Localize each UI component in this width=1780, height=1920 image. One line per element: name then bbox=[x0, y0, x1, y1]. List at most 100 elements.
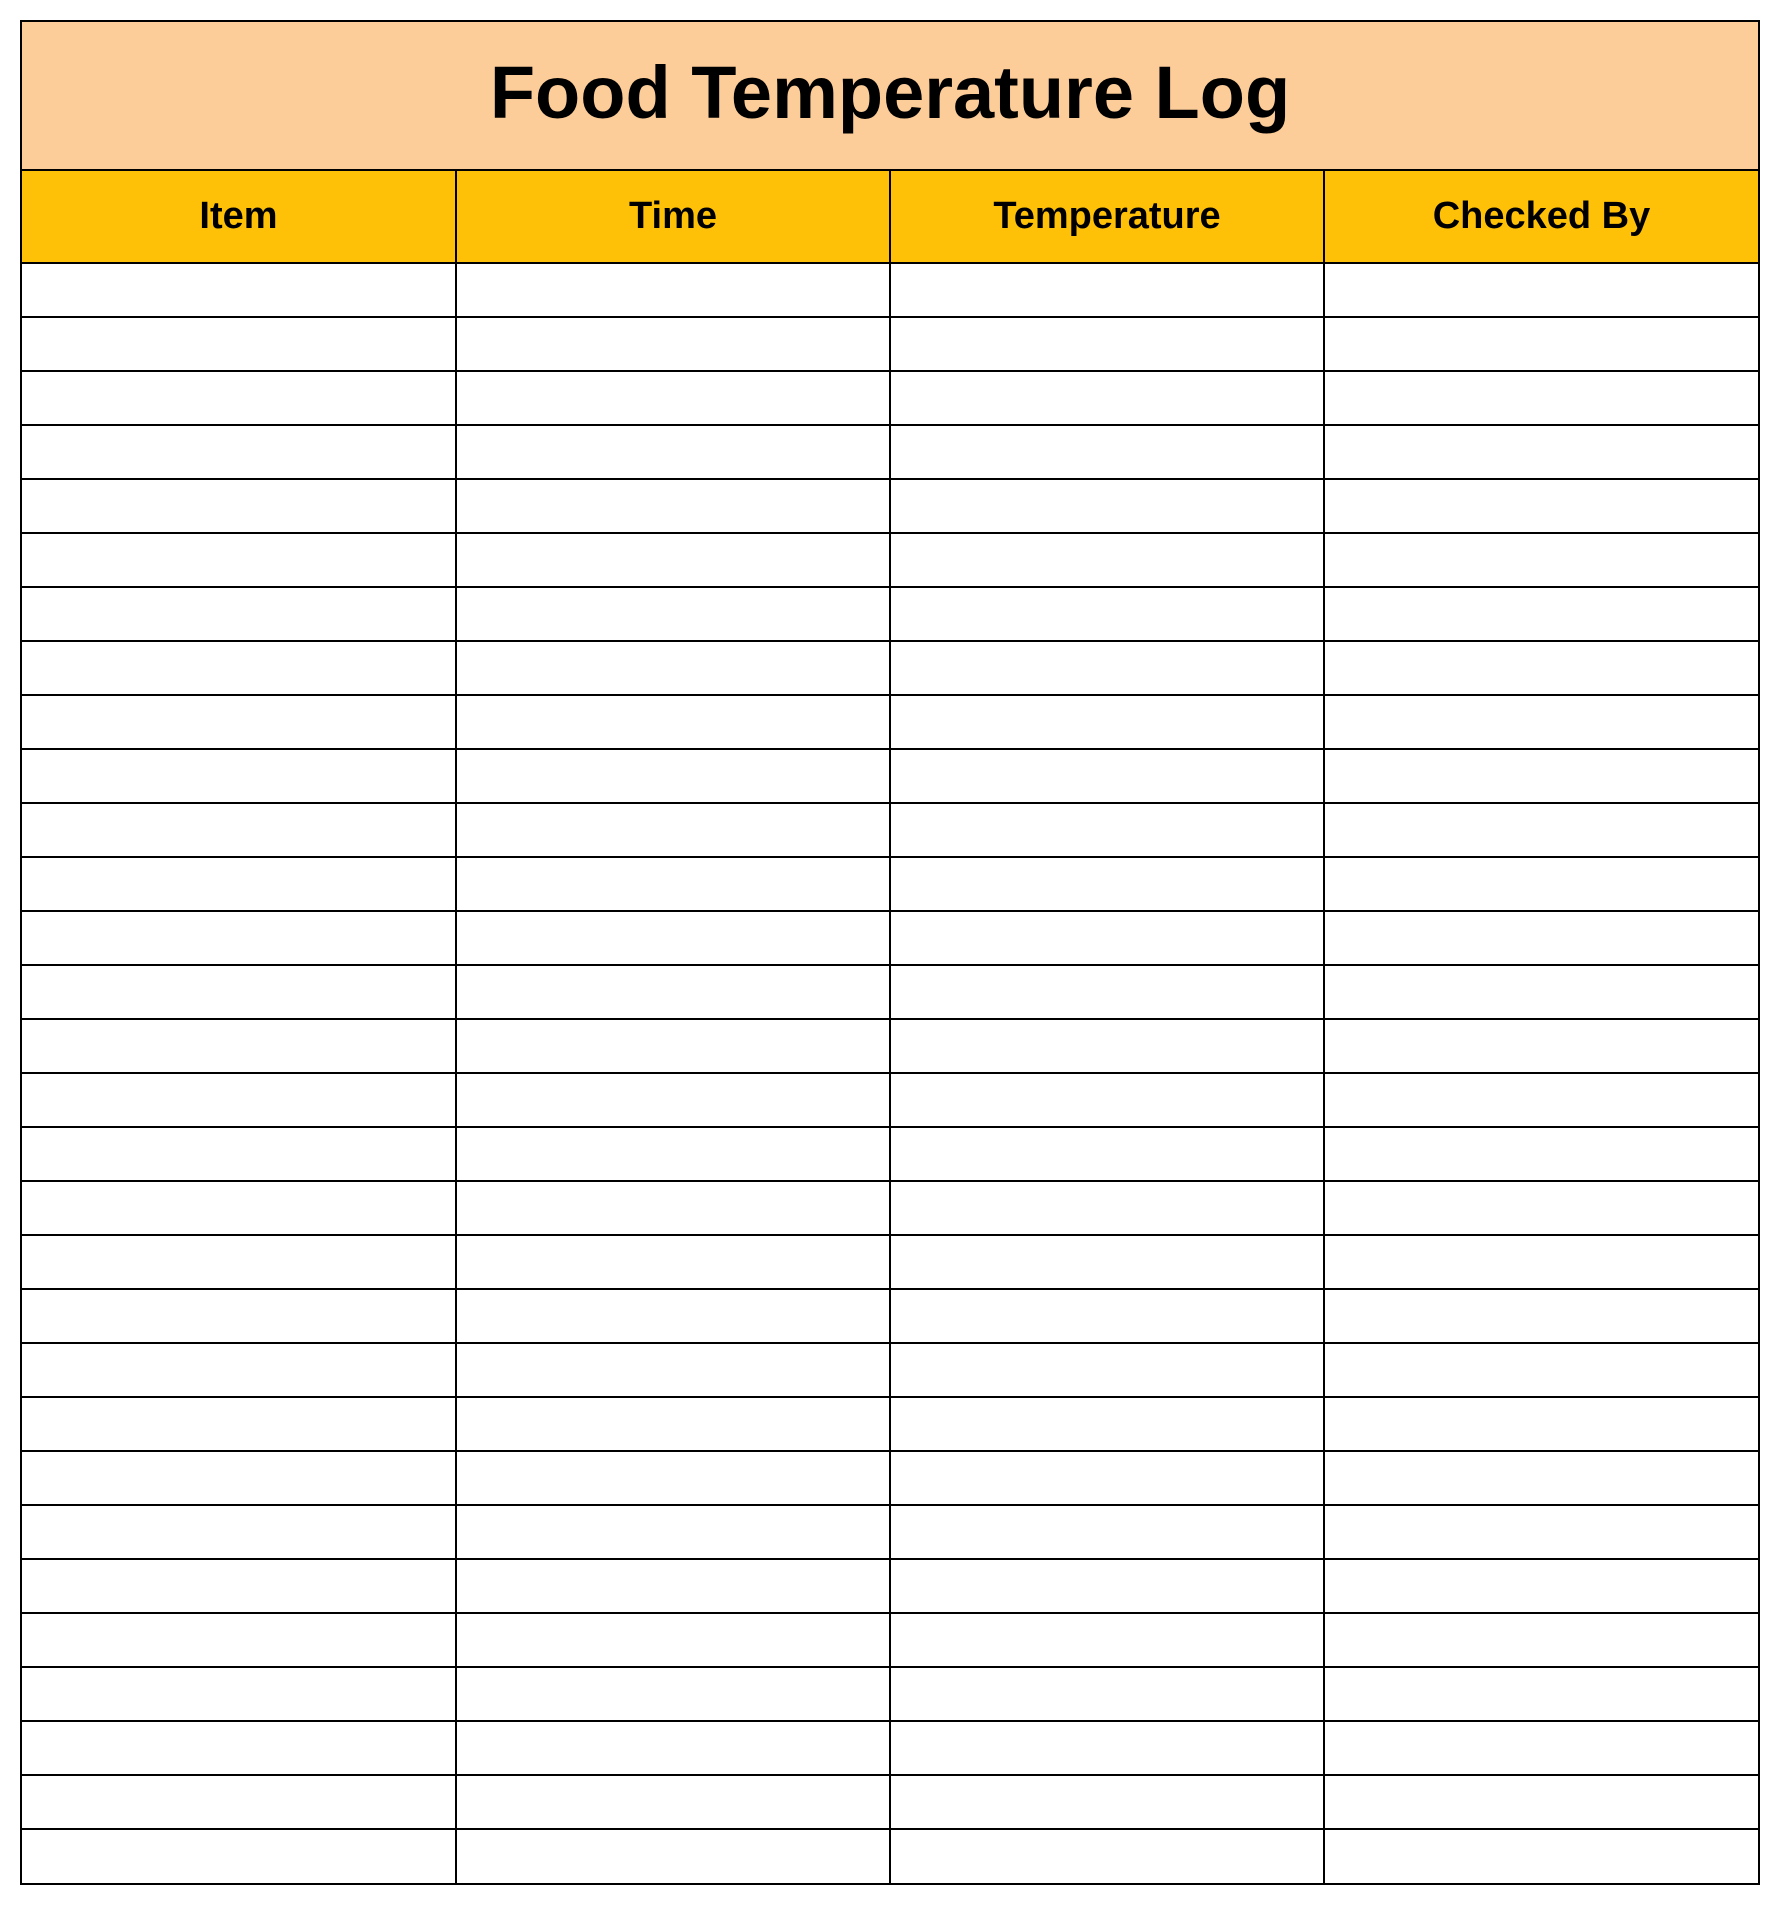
table-cell[interactable] bbox=[456, 695, 890, 749]
table-cell[interactable] bbox=[22, 1829, 456, 1883]
table-cell[interactable] bbox=[1324, 533, 1758, 587]
table-cell[interactable] bbox=[1324, 1181, 1758, 1235]
table-cell[interactable] bbox=[22, 965, 456, 1019]
table-cell[interactable] bbox=[1324, 425, 1758, 479]
table-cell[interactable] bbox=[1324, 1721, 1758, 1775]
table-cell[interactable] bbox=[1324, 803, 1758, 857]
table-cell[interactable] bbox=[890, 1829, 1324, 1883]
table-cell[interactable] bbox=[890, 965, 1324, 1019]
table-cell[interactable] bbox=[456, 641, 890, 695]
table-cell[interactable] bbox=[890, 371, 1324, 425]
table-cell[interactable] bbox=[456, 1505, 890, 1559]
table-cell[interactable] bbox=[890, 749, 1324, 803]
table-cell[interactable] bbox=[1324, 1289, 1758, 1343]
table-cell[interactable] bbox=[1324, 749, 1758, 803]
table-cell[interactable] bbox=[456, 1343, 890, 1397]
table-cell[interactable] bbox=[1324, 857, 1758, 911]
table-cell[interactable] bbox=[22, 1127, 456, 1181]
table-cell[interactable] bbox=[22, 1505, 456, 1559]
table-cell[interactable] bbox=[22, 1721, 456, 1775]
table-cell[interactable] bbox=[456, 1829, 890, 1883]
table-cell[interactable] bbox=[1324, 1451, 1758, 1505]
table-cell[interactable] bbox=[22, 1235, 456, 1289]
table-cell[interactable] bbox=[890, 1343, 1324, 1397]
table-cell[interactable] bbox=[1324, 263, 1758, 317]
table-cell[interactable] bbox=[1324, 1019, 1758, 1073]
table-cell[interactable] bbox=[890, 1073, 1324, 1127]
table-cell[interactable] bbox=[456, 1019, 890, 1073]
table-cell[interactable] bbox=[456, 857, 890, 911]
table-cell[interactable] bbox=[890, 479, 1324, 533]
table-cell[interactable] bbox=[456, 1397, 890, 1451]
table-cell[interactable] bbox=[22, 1343, 456, 1397]
table-cell[interactable] bbox=[22, 587, 456, 641]
table-cell[interactable] bbox=[22, 1181, 456, 1235]
table-cell[interactable] bbox=[22, 1613, 456, 1667]
table-cell[interactable] bbox=[22, 317, 456, 371]
table-cell[interactable] bbox=[1324, 1613, 1758, 1667]
table-cell[interactable] bbox=[1324, 1559, 1758, 1613]
table-cell[interactable] bbox=[890, 1397, 1324, 1451]
table-cell[interactable] bbox=[1324, 587, 1758, 641]
table-cell[interactable] bbox=[890, 1775, 1324, 1829]
table-cell[interactable] bbox=[890, 1505, 1324, 1559]
table-cell[interactable] bbox=[456, 1235, 890, 1289]
table-cell[interactable] bbox=[22, 1397, 456, 1451]
table-cell[interactable] bbox=[456, 1181, 890, 1235]
table-cell[interactable] bbox=[456, 749, 890, 803]
table-cell[interactable] bbox=[890, 1559, 1324, 1613]
table-cell[interactable] bbox=[890, 1667, 1324, 1721]
table-cell[interactable] bbox=[890, 857, 1324, 911]
table-cell[interactable] bbox=[22, 479, 456, 533]
table-cell[interactable] bbox=[22, 1073, 456, 1127]
table-cell[interactable] bbox=[22, 803, 456, 857]
table-cell[interactable] bbox=[456, 479, 890, 533]
table-cell[interactable] bbox=[1324, 479, 1758, 533]
table-cell[interactable] bbox=[22, 857, 456, 911]
table-cell[interactable] bbox=[456, 803, 890, 857]
table-cell[interactable] bbox=[890, 1019, 1324, 1073]
table-cell[interactable] bbox=[1324, 1127, 1758, 1181]
table-cell[interactable] bbox=[456, 425, 890, 479]
table-cell[interactable] bbox=[456, 1667, 890, 1721]
table-cell[interactable] bbox=[1324, 1505, 1758, 1559]
table-cell[interactable] bbox=[1324, 1073, 1758, 1127]
table-cell[interactable] bbox=[456, 587, 890, 641]
table-cell[interactable] bbox=[456, 317, 890, 371]
table-cell[interactable] bbox=[1324, 317, 1758, 371]
table-cell[interactable] bbox=[890, 263, 1324, 317]
table-cell[interactable] bbox=[890, 695, 1324, 749]
table-cell[interactable] bbox=[1324, 1667, 1758, 1721]
table-cell[interactable] bbox=[22, 1019, 456, 1073]
table-cell[interactable] bbox=[890, 803, 1324, 857]
table-cell[interactable] bbox=[890, 1127, 1324, 1181]
table-cell[interactable] bbox=[22, 749, 456, 803]
table-cell[interactable] bbox=[456, 1127, 890, 1181]
table-cell[interactable] bbox=[456, 1289, 890, 1343]
table-cell[interactable] bbox=[22, 1451, 456, 1505]
table-cell[interactable] bbox=[456, 1559, 890, 1613]
table-cell[interactable] bbox=[22, 371, 456, 425]
table-cell[interactable] bbox=[456, 263, 890, 317]
table-cell[interactable] bbox=[22, 1775, 456, 1829]
table-cell[interactable] bbox=[456, 1451, 890, 1505]
table-cell[interactable] bbox=[22, 641, 456, 695]
table-cell[interactable] bbox=[1324, 641, 1758, 695]
table-cell[interactable] bbox=[22, 263, 456, 317]
table-cell[interactable] bbox=[22, 1289, 456, 1343]
table-cell[interactable] bbox=[890, 1235, 1324, 1289]
table-cell[interactable] bbox=[890, 1289, 1324, 1343]
table-cell[interactable] bbox=[1324, 1235, 1758, 1289]
table-cell[interactable] bbox=[890, 587, 1324, 641]
table-cell[interactable] bbox=[456, 1721, 890, 1775]
table-cell[interactable] bbox=[456, 965, 890, 1019]
table-cell[interactable] bbox=[890, 1181, 1324, 1235]
table-cell[interactable] bbox=[22, 695, 456, 749]
table-cell[interactable] bbox=[1324, 1775, 1758, 1829]
table-cell[interactable] bbox=[1324, 695, 1758, 749]
table-cell[interactable] bbox=[890, 317, 1324, 371]
table-cell[interactable] bbox=[22, 1559, 456, 1613]
table-cell[interactable] bbox=[22, 1667, 456, 1721]
table-cell[interactable] bbox=[1324, 1397, 1758, 1451]
table-cell[interactable] bbox=[456, 371, 890, 425]
